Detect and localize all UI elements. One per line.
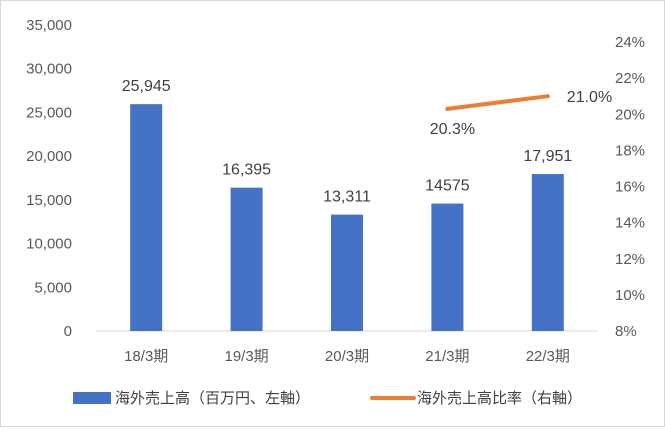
right-axis-tick-label: 8% (615, 323, 637, 340)
legend-bar-label: 海外売上高（百万円、左軸） (115, 390, 310, 407)
bar-data-label: 14575 (425, 178, 470, 195)
right-axis-tick-label: 14% (615, 215, 645, 232)
left-axis-tick-label: 15,000 (26, 192, 72, 209)
left-axis-tick-label: 35,000 (26, 17, 72, 34)
left-axis-tick-label: 20,000 (26, 148, 72, 165)
x-axis-tick-label: 18/3期 (124, 348, 168, 365)
x-axis-tick-label: 19/3期 (224, 348, 268, 365)
left-axis-tick-label: 25,000 (26, 104, 72, 121)
right-axis-tick-label: 18% (615, 142, 645, 159)
bar-data-label: 13,311 (323, 189, 371, 206)
bar-data-label: 16,395 (222, 162, 271, 179)
legend-bar-swatch (73, 392, 111, 404)
left-axis-tick-label: 10,000 (26, 236, 72, 253)
x-axis-tick-label: 21/3期 (425, 348, 469, 365)
ratio-data-label: 20.3% (430, 121, 475, 138)
right-axis-tick-label: 16% (615, 179, 645, 196)
right-axis-tick-label: 12% (615, 251, 645, 268)
ratio-point (445, 106, 450, 111)
bar-18/3期 (130, 104, 163, 332)
right-axis-tick-label: 24% (615, 34, 645, 51)
right-axis-tick-label: 22% (615, 70, 645, 87)
bar-data-label: 17,951 (523, 148, 572, 165)
bar-19/3期 (230, 187, 263, 331)
ratio-data-label: 21.0% (567, 89, 612, 106)
left-axis-tick-label: 5,000 (34, 279, 72, 296)
left-axis-tick-label: 0 (64, 323, 72, 340)
bar-data-label: 25,945 (122, 78, 171, 95)
bar-22/3期 (531, 174, 564, 331)
x-axis-tick-label: 22/3期 (526, 348, 570, 365)
right-axis-tick-label: 20% (615, 106, 645, 123)
ratio-line (445, 94, 550, 111)
legend-line-label: 海外売上高比率（右軸） (417, 390, 582, 407)
left-axis-tick-label: 30,000 (26, 61, 72, 78)
bar-21/3期 (431, 203, 464, 331)
ratio-point (545, 94, 550, 99)
bar-20/3期 (331, 214, 363, 331)
right-axis-tick-label: 10% (615, 287, 645, 304)
x-axis-tick-label: 20/3期 (325, 348, 369, 365)
